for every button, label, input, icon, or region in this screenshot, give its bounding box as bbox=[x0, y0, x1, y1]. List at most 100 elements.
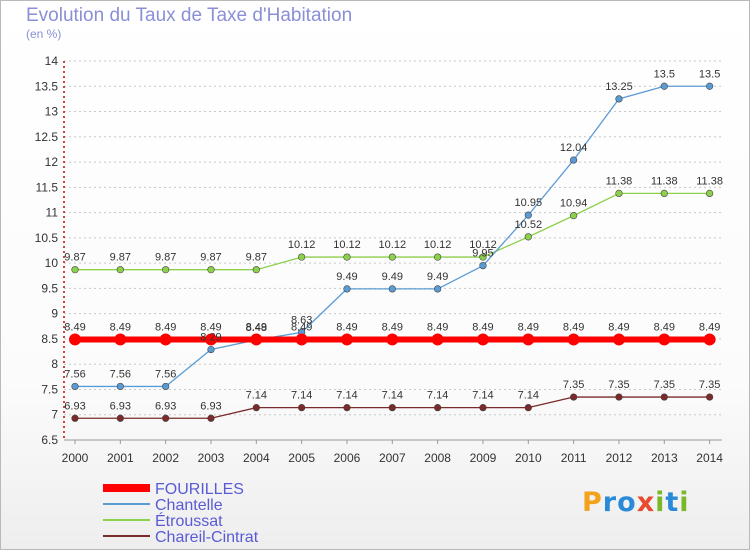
data-point bbox=[388, 404, 396, 412]
data-point bbox=[69, 333, 81, 346]
y-tick-label: 6.5 bbox=[41, 433, 58, 447]
y-tick-label: 12.5 bbox=[35, 130, 59, 144]
y-tick-label: 13.5 bbox=[35, 79, 59, 93]
logo-letter: x bbox=[636, 487, 656, 518]
y-tick-label: 9.5 bbox=[41, 281, 58, 295]
x-tick-label: 2000 bbox=[62, 451, 89, 465]
x-tick-label: 2001 bbox=[107, 451, 134, 465]
data-label: 7.14 bbox=[472, 390, 493, 402]
x-tick-label: 2009 bbox=[470, 451, 497, 465]
data-label: 10.52 bbox=[515, 219, 543, 231]
data-point bbox=[434, 253, 442, 261]
data-label: 6.93 bbox=[200, 400, 221, 412]
y-tick-label: 7.5 bbox=[41, 382, 58, 396]
data-point bbox=[703, 333, 716, 346]
data-label: 8.49 bbox=[699, 321, 720, 333]
axes: 6.5 7 7.5 8 8.5 9 9.5 10 10.5 11 11.5 12 12.5 13 13.5 1… bbox=[35, 54, 724, 465]
data-point bbox=[343, 404, 351, 412]
data-point bbox=[116, 382, 124, 391]
data-point bbox=[615, 189, 623, 197]
data-point bbox=[252, 266, 260, 274]
series-lines bbox=[69, 82, 716, 422]
data-label: 7.14 bbox=[291, 390, 312, 402]
legend: FOURILLESChantelleÉtroussatChareil-Cintr… bbox=[103, 481, 259, 546]
data-labels: 8.49 8.49 8.49 8.49 8.49 8.49 8.49 8.49 8.49 8.49… bbox=[64, 68, 723, 412]
y-tick-label: 8.5 bbox=[41, 332, 58, 346]
data-point bbox=[298, 404, 306, 412]
chart-subtitle: (en %) bbox=[26, 27, 62, 41]
data-point bbox=[250, 333, 263, 346]
x-tick-label: 2003 bbox=[198, 451, 225, 465]
data-label: 6.93 bbox=[110, 400, 131, 412]
y-tick-label: 14 bbox=[45, 54, 59, 68]
data-label: 9.87 bbox=[200, 252, 221, 264]
data-label: 7.14 bbox=[246, 390, 267, 402]
data-point bbox=[252, 404, 260, 412]
data-label: 8.63 bbox=[291, 314, 312, 326]
data-label: 10.12 bbox=[288, 239, 316, 251]
y-tick-label: 9 bbox=[51, 307, 58, 321]
x-tick-label: 2012 bbox=[606, 451, 633, 465]
data-point bbox=[114, 333, 127, 346]
data-label: 8.49 bbox=[427, 321, 448, 333]
legend-label: Étroussat bbox=[155, 511, 223, 530]
data-label: 10.12 bbox=[424, 239, 452, 251]
data-label: 8.49 bbox=[110, 321, 131, 333]
data-point bbox=[524, 233, 532, 241]
data-label: 10.94 bbox=[560, 198, 588, 210]
chart-title: Evolution du Taux de Taxe d'Habitation bbox=[26, 5, 353, 26]
data-point bbox=[524, 404, 532, 412]
data-point bbox=[570, 212, 578, 220]
x-tick-label: 2010 bbox=[515, 451, 542, 465]
y-tick-label: 10.5 bbox=[35, 231, 59, 245]
x-tick-label: 2011 bbox=[561, 451, 587, 465]
data-point bbox=[207, 266, 215, 274]
data-label: 8.49 bbox=[246, 321, 267, 333]
data-point bbox=[479, 253, 487, 261]
proxiti-logo: Proxiti bbox=[582, 487, 690, 518]
x-tick-label: 2013 bbox=[651, 451, 678, 465]
data-label: 10.12 bbox=[469, 239, 497, 251]
logo-letter: r bbox=[602, 487, 618, 518]
data-label: 7.14 bbox=[382, 390, 403, 402]
data-label: 11.38 bbox=[651, 175, 678, 187]
data-label: 8.49 bbox=[472, 321, 493, 333]
data-label: 8.49 bbox=[382, 321, 403, 333]
data-label: 9.87 bbox=[155, 252, 176, 264]
data-label: 9.87 bbox=[246, 252, 267, 264]
data-label: 6.93 bbox=[155, 400, 176, 412]
y-tick-label: 13 bbox=[45, 105, 59, 119]
data-label: 13.5 bbox=[654, 68, 675, 80]
data-label: 11.38 bbox=[606, 175, 633, 187]
data-point bbox=[434, 285, 442, 293]
data-point bbox=[660, 393, 668, 401]
data-point bbox=[706, 393, 714, 401]
data-point bbox=[388, 285, 396, 293]
data-point bbox=[476, 333, 489, 346]
x-tick-label: 2004 bbox=[243, 451, 270, 465]
data-point bbox=[612, 333, 625, 346]
data-point bbox=[660, 189, 668, 197]
data-point bbox=[162, 266, 170, 274]
data-label: 8.49 bbox=[608, 321, 629, 333]
data-label: 12.04 bbox=[560, 142, 588, 154]
data-label: 9.49 bbox=[382, 271, 403, 283]
data-point bbox=[386, 333, 399, 346]
data-point bbox=[343, 253, 351, 261]
data-label: 8.29 bbox=[200, 332, 221, 344]
data-point bbox=[658, 333, 671, 346]
data-point bbox=[116, 414, 124, 422]
logo-letter: P bbox=[582, 487, 603, 518]
data-label: 9.87 bbox=[64, 252, 85, 264]
y-tick-label: 7 bbox=[51, 408, 58, 422]
logo-letter: i bbox=[679, 487, 690, 518]
data-label: 7.14 bbox=[518, 390, 539, 402]
data-label: 8.49 bbox=[654, 321, 675, 333]
data-label: 13.25 bbox=[605, 81, 633, 93]
data-point bbox=[615, 95, 623, 103]
data-label: 10.95 bbox=[515, 197, 543, 209]
x-tick-label: 2002 bbox=[152, 451, 179, 465]
data-point bbox=[159, 333, 172, 346]
